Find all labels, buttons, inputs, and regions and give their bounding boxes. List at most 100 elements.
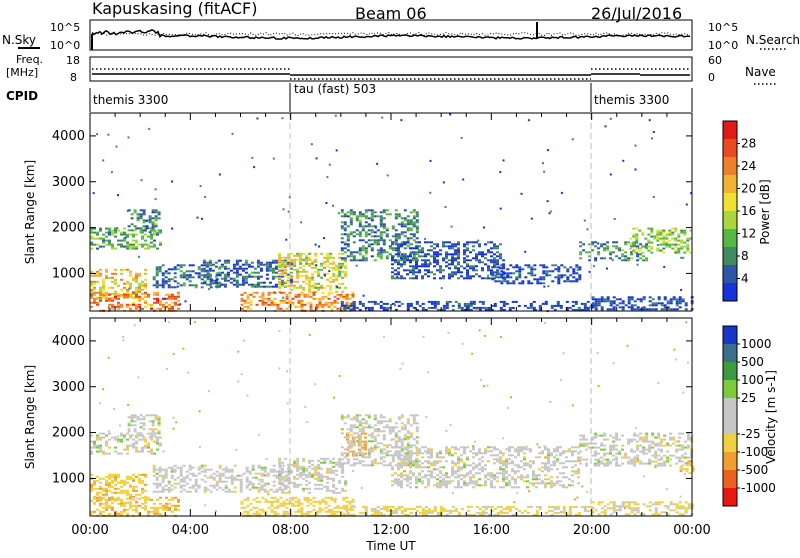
echo-cell	[400, 265, 403, 267]
echo-cell	[493, 474, 496, 476]
echo-cell	[131, 223, 134, 225]
echo-cell	[105, 232, 108, 234]
echo-cell	[466, 255, 469, 257]
echo-cell	[159, 507, 162, 509]
echo-cell	[266, 278, 269, 280]
echo-cell	[278, 265, 281, 267]
echo-cell	[240, 491, 243, 493]
echo-cell	[674, 246, 677, 248]
echo-cell	[326, 470, 329, 472]
echo-cell	[419, 512, 422, 514]
echo-cell	[236, 282, 239, 284]
echo-cell	[374, 416, 377, 418]
echo-cell	[409, 450, 412, 452]
echo-cell	[159, 300, 162, 302]
echo-cell	[490, 269, 493, 271]
echo-cell	[391, 446, 394, 448]
echo-cell	[195, 481, 198, 483]
echo-cell	[401, 438, 404, 440]
echo-cell	[138, 478, 141, 480]
echo-cell	[451, 470, 454, 472]
echo-cell	[347, 243, 350, 245]
echo-cell	[165, 485, 168, 487]
echo-cell	[117, 244, 120, 246]
echo-cell	[135, 306, 138, 308]
echo-cell	[463, 251, 466, 253]
echo-cell	[530, 266, 533, 268]
echo-cell	[141, 503, 144, 505]
echo-cell	[484, 468, 487, 470]
echo-cell	[557, 301, 560, 303]
echo-cell	[299, 468, 302, 470]
echo-cell	[493, 253, 496, 255]
echo-cell	[296, 486, 299, 488]
echo-cell	[296, 458, 299, 460]
echo-cell	[174, 509, 177, 511]
echo-cell	[123, 484, 126, 486]
echo-cell	[350, 440, 353, 442]
echo-cell	[350, 424, 353, 426]
echo-cell	[536, 282, 539, 284]
echo-cell	[102, 159, 104, 161]
echo-cell	[286, 499, 289, 501]
echo-cell	[600, 443, 603, 445]
echo-cell	[657, 244, 659, 246]
echo-cell	[259, 300, 262, 302]
echo-cell	[308, 474, 311, 476]
echo-cell	[647, 228, 650, 230]
echo-cell	[383, 303, 386, 305]
echo-cell	[153, 513, 156, 515]
echo-cell	[135, 507, 138, 509]
echo-cell	[258, 483, 261, 485]
echo-cell	[454, 464, 457, 466]
echo-cell	[209, 262, 212, 264]
echo-cell	[298, 302, 301, 304]
echo-cell	[409, 486, 412, 488]
echo-cell	[219, 465, 222, 467]
echo-cell	[158, 432, 161, 434]
echo-cell	[129, 285, 132, 287]
echo-cell	[594, 259, 597, 261]
echo-cell	[548, 506, 551, 508]
echo-cell	[311, 261, 314, 263]
echo-cell	[338, 480, 341, 482]
echo-cell	[129, 478, 132, 480]
echo-cell	[577, 470, 580, 472]
echo-cell	[132, 478, 135, 480]
echo-cell	[96, 271, 99, 273]
echo-cell	[261, 481, 264, 483]
echo-cell	[171, 308, 174, 310]
echo-cell	[371, 247, 374, 249]
echo-cell	[469, 251, 472, 253]
echo-cell	[219, 487, 222, 489]
echo-cell	[180, 270, 183, 272]
echo-cell	[341, 237, 344, 239]
echo-cell	[353, 255, 356, 257]
echo-cell	[287, 486, 290, 488]
echo-cell	[535, 478, 538, 480]
echo-cell	[383, 456, 386, 458]
echo-cell	[126, 449, 129, 451]
echo-cell	[99, 246, 102, 248]
echo-cell	[683, 230, 686, 232]
echo-cell	[445, 255, 448, 257]
echo-cell	[517, 448, 520, 450]
echo-cell	[547, 450, 550, 452]
echo-cell	[409, 255, 412, 257]
echo-cell	[286, 294, 289, 296]
echo-cell	[391, 277, 394, 279]
echo-cell	[276, 489, 279, 491]
echo-cell	[96, 492, 99, 494]
echo-cell	[433, 257, 436, 259]
echo-cell	[326, 458, 329, 460]
echo-cell	[150, 451, 153, 453]
echo-cell	[397, 243, 400, 245]
echo-cell	[328, 306, 331, 308]
echo-cell	[359, 434, 362, 436]
echo-cell	[490, 484, 493, 486]
echo-cell	[168, 507, 171, 509]
echo-cell	[332, 490, 335, 492]
echo-cell	[281, 282, 284, 284]
echo-cell	[304, 513, 307, 515]
echo-cell	[281, 492, 284, 494]
